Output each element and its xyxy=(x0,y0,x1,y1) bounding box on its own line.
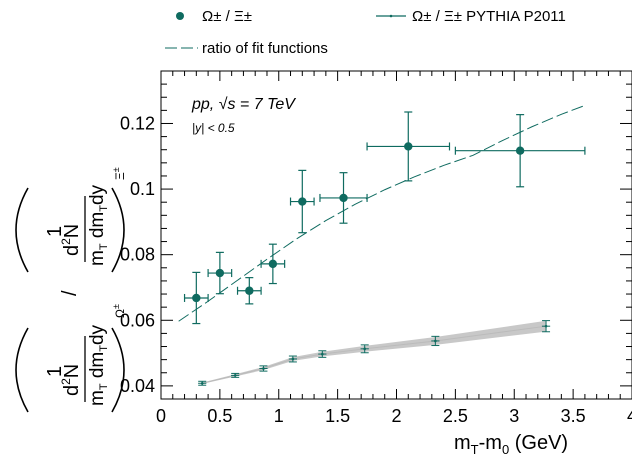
pythia-point xyxy=(363,347,367,351)
y-title-paren-left-2 xyxy=(15,187,29,273)
legend-data-marker xyxy=(176,12,184,20)
legend: Ω± / Ξ± Ω± / Ξ± PYTHIA P2011 ratio of fi… xyxy=(165,8,566,57)
data-point xyxy=(298,197,307,206)
y-title-xi-sym: Ξ xyxy=(113,172,127,180)
chart-marks xyxy=(183,111,586,386)
y-title-num-sup-2: 2 xyxy=(59,238,73,245)
y-axis-title: 1 d2N mT dmTdy Ω± / 1 d2N mT dmTdy Ξ± xyxy=(15,167,127,413)
legend-pythia-label: Ω± / Ξ± PYTHIA P2011 xyxy=(412,8,566,25)
y-title-paren-right-1 xyxy=(111,327,125,413)
x-title-sub-t: T xyxy=(471,442,479,457)
y-title-num-n-2: N xyxy=(61,224,83,238)
x-tick-label: 2 xyxy=(391,406,401,426)
x-tick-label: 0 xyxy=(156,406,166,426)
y-title-xi: Ξ± xyxy=(111,167,127,180)
pythia-point xyxy=(291,357,295,361)
data-point xyxy=(192,293,201,303)
y-tick-label: 0.06 xyxy=(120,310,155,330)
annotation-energy: = 7 TeV xyxy=(235,96,296,113)
data-point xyxy=(245,286,254,295)
y-title-den-sub-1: T xyxy=(98,383,110,390)
pythia-point xyxy=(233,374,237,377)
y-title-den-sub2-1: T xyxy=(98,345,110,352)
x-tick-label: 3 xyxy=(509,406,519,426)
y-title-slash: / xyxy=(59,290,81,296)
y-title-omega-sym: Ω xyxy=(113,309,127,318)
y-title-one-1: 1 xyxy=(44,366,66,377)
x-tick-label: 1.5 xyxy=(325,406,350,426)
y-title-paren-left-1 xyxy=(15,327,29,413)
pythia-band xyxy=(202,320,547,384)
annotation-rapidity: |y| < 0.5 xyxy=(192,121,235,135)
axis-ticks: 0 0.5 1 1.5 2 2.5 3 3.5 4 0.04 0.06 0.08 0.1 0.12 xyxy=(120,70,632,426)
y-tick-label: 0.1 xyxy=(130,179,155,199)
pythia-point xyxy=(262,367,265,370)
x-tick-label: 0.5 xyxy=(207,406,232,426)
y-title-den-m-2: m xyxy=(87,250,108,266)
legend-fit-label: ratio of fit functions xyxy=(202,40,328,57)
x-title-unit: (GeV) xyxy=(509,432,568,454)
y-title-num-d-1: d xyxy=(61,385,83,396)
y-title-den-dy-2: dy xyxy=(87,184,108,205)
data-point xyxy=(215,268,225,278)
data-point xyxy=(339,193,348,203)
data-point xyxy=(515,146,525,155)
y-title-den-sub-2: T xyxy=(98,243,110,250)
y-title-omega: Ω± xyxy=(111,304,127,318)
x-title-sub-0: 0 xyxy=(502,442,509,457)
legend-data-label: Ω± / Ξ± xyxy=(202,8,252,25)
y-title-den-dm-1: dm xyxy=(87,352,108,384)
y-title-den-dy-1: dy xyxy=(87,324,108,345)
y-title-one-2: 1 xyxy=(44,226,66,237)
y-title-omega-sup: ± xyxy=(111,304,121,309)
annotation-system-text: pp, xyxy=(191,96,219,113)
x-tick-label: 2.5 xyxy=(443,406,468,426)
legend-pythia-marker xyxy=(389,14,393,18)
pythia-point xyxy=(544,324,548,328)
y-title-num-n-1: N xyxy=(61,364,83,378)
data-point xyxy=(404,142,413,151)
data-point xyxy=(268,259,278,269)
y-title-num-1: d2N xyxy=(59,364,83,396)
y-title-num-d-2: d xyxy=(61,245,83,256)
y-title-num-sup-1: 2 xyxy=(59,378,73,385)
fit-ratio-curve xyxy=(178,104,586,322)
y-title-den-dm-2: dm xyxy=(87,212,108,244)
x-tick-label: 4 xyxy=(627,406,632,426)
y-title-den-sub2-2: T xyxy=(98,205,110,212)
y-tick-label: 0.12 xyxy=(120,113,155,133)
pythia-point xyxy=(200,381,204,385)
pythia-point xyxy=(434,339,437,343)
y-title-den-2: mT dmTdy xyxy=(87,184,110,266)
x-title-mid: -m xyxy=(479,432,502,454)
fit-curve-layer xyxy=(178,104,586,322)
y-title-xi-sup: ± xyxy=(111,167,121,172)
y-title-den-m-1: m xyxy=(87,390,108,406)
y-title-num-2: d2N xyxy=(59,224,83,256)
pythia-line xyxy=(202,325,547,384)
annotation-system: pp, √s = 7 TeV xyxy=(191,96,296,113)
x-axis-title: mT-m0 (GeV) xyxy=(454,432,568,457)
annotation-sqrt-s: √s xyxy=(219,96,236,113)
x-tick-label: 1 xyxy=(274,406,284,426)
x-tick-label: 3.5 xyxy=(561,406,586,426)
y-title-paren-right-2 xyxy=(111,187,125,273)
y-title-den-1: mT dmTdy xyxy=(87,324,110,406)
y-tick-label: 0.08 xyxy=(120,245,155,265)
x-title-m: m xyxy=(454,432,471,454)
pythia-point xyxy=(321,352,324,356)
pythia-uncertainty-band xyxy=(202,320,547,384)
y-tick-label: 0.04 xyxy=(120,376,155,396)
